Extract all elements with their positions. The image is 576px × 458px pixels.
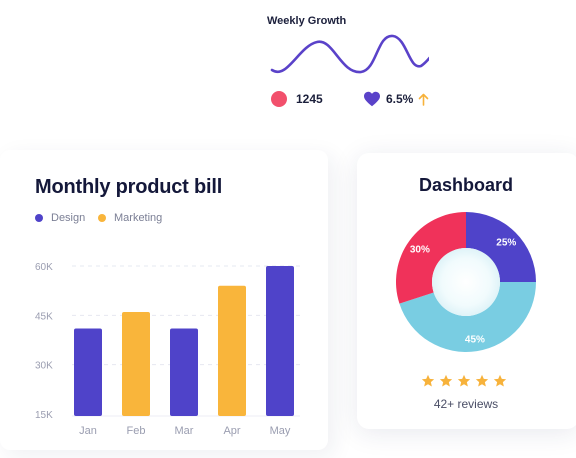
donut-slice-label: 45% bbox=[465, 334, 485, 345]
bar-jan bbox=[74, 328, 102, 416]
bar-apr bbox=[218, 285, 246, 416]
y-tick-label: 15K bbox=[35, 410, 53, 421]
legend-dot-marketing bbox=[98, 214, 106, 222]
growth-count-stat: 1245 bbox=[271, 91, 323, 107]
dashboard-donut-chart: 25% 45% 30% bbox=[396, 212, 536, 353]
bar-may bbox=[266, 266, 294, 416]
growth-wave-line bbox=[270, 34, 429, 74]
arrow-up-icon bbox=[419, 93, 429, 106]
monthly-bill-card: Monthly product bill Design Marketing 15… bbox=[0, 150, 328, 450]
star-icon bbox=[493, 374, 507, 387]
growth-count: 1245 bbox=[296, 92, 323, 106]
x-tick-label: Mar bbox=[175, 425, 194, 437]
monthly-bill-title: Monthly product bill bbox=[35, 176, 223, 198]
weekly-growth-title: Weekly Growth bbox=[267, 15, 347, 27]
bar-mar bbox=[170, 328, 198, 416]
heart-icon bbox=[364, 91, 380, 107]
donut-slice-label: 30% bbox=[410, 244, 430, 255]
reviews-count: 42+ reviews bbox=[433, 397, 499, 411]
star-icon bbox=[475, 374, 489, 387]
weekly-growth-widget: Weekly Growth 1245 6.5% bbox=[255, 0, 445, 130]
legend-label-marketing: Marketing bbox=[114, 212, 163, 224]
red-dot-icon bbox=[271, 91, 287, 107]
growth-percent-stat: 6.5% bbox=[363, 91, 429, 107]
donut-hole bbox=[432, 248, 500, 316]
legend-dot-design bbox=[35, 214, 43, 222]
y-tick-label: 45K bbox=[35, 311, 53, 322]
y-tick-label: 60K bbox=[35, 262, 53, 273]
x-tick-label: Jan bbox=[79, 425, 97, 437]
x-tick-label: Apr bbox=[223, 425, 240, 437]
star-icon bbox=[439, 374, 453, 387]
dashboard-title: Dashboard bbox=[418, 175, 514, 195]
legend-item-marketing: Marketing bbox=[98, 212, 162, 224]
rating-stars bbox=[421, 374, 511, 388]
donut-slice-25 bbox=[466, 212, 536, 282]
x-tick-label: Feb bbox=[127, 425, 146, 437]
monthly-bill-bar-chart: 15K 30K 45K 60K Jan Feb Mar Apr May bbox=[35, 262, 300, 437]
x-tick-label: May bbox=[270, 425, 291, 437]
dashboard-card: Dashboard 25% 45% 30% 42+ reviews bbox=[357, 153, 576, 429]
donut-slice-label: 25% bbox=[496, 238, 516, 249]
y-tick-label: 30K bbox=[35, 361, 53, 372]
bar-feb bbox=[122, 312, 150, 416]
legend-label-design: Design bbox=[51, 212, 86, 224]
donut-slice-45 bbox=[399, 282, 536, 353]
donut-slice-30 bbox=[396, 212, 466, 304]
star-icon bbox=[421, 374, 435, 387]
legend-item-design: Design bbox=[35, 212, 85, 224]
star-icon bbox=[457, 374, 471, 387]
growth-percent: 6.5% bbox=[386, 92, 414, 106]
